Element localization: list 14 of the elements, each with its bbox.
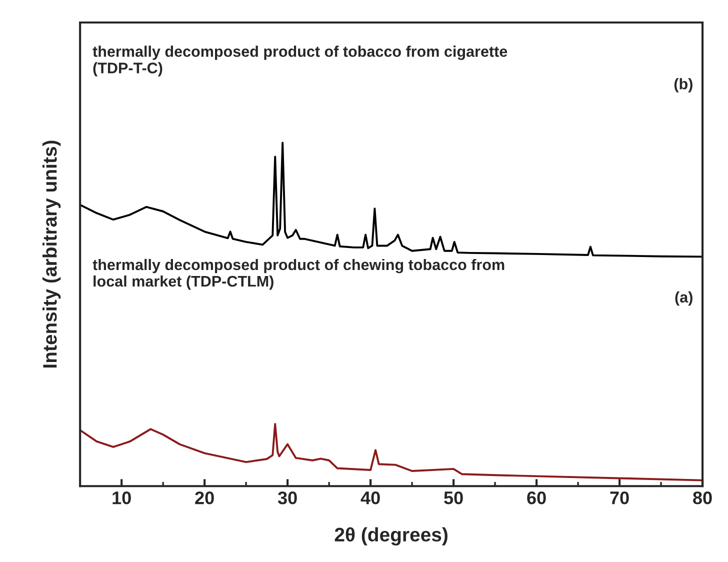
y-axis-title: Intensity (arbitrary units) xyxy=(42,140,61,368)
x-tick-label: 30 xyxy=(278,491,297,504)
x-tick-label: 60 xyxy=(527,491,546,504)
x-tick-label: 80 xyxy=(693,491,712,504)
x-tick-label: 70 xyxy=(610,491,629,504)
x-axis-title: 2θ (degrees) xyxy=(334,527,448,546)
text: (b) xyxy=(674,78,692,92)
x-tick-label: 20 xyxy=(195,491,214,504)
x-tick-label: 10 xyxy=(112,491,131,504)
x-tick-label: 50 xyxy=(444,491,463,504)
x-tick-label: 40 xyxy=(360,491,380,504)
annotation: thermally decomposed product of chewing tobacco from local market (TDP-CTLM) xyxy=(92,258,504,290)
annotation: (a) xyxy=(675,291,692,306)
text: thermally decomposed product of tobacco from cigarette (TDP-T-C) xyxy=(92,46,508,76)
